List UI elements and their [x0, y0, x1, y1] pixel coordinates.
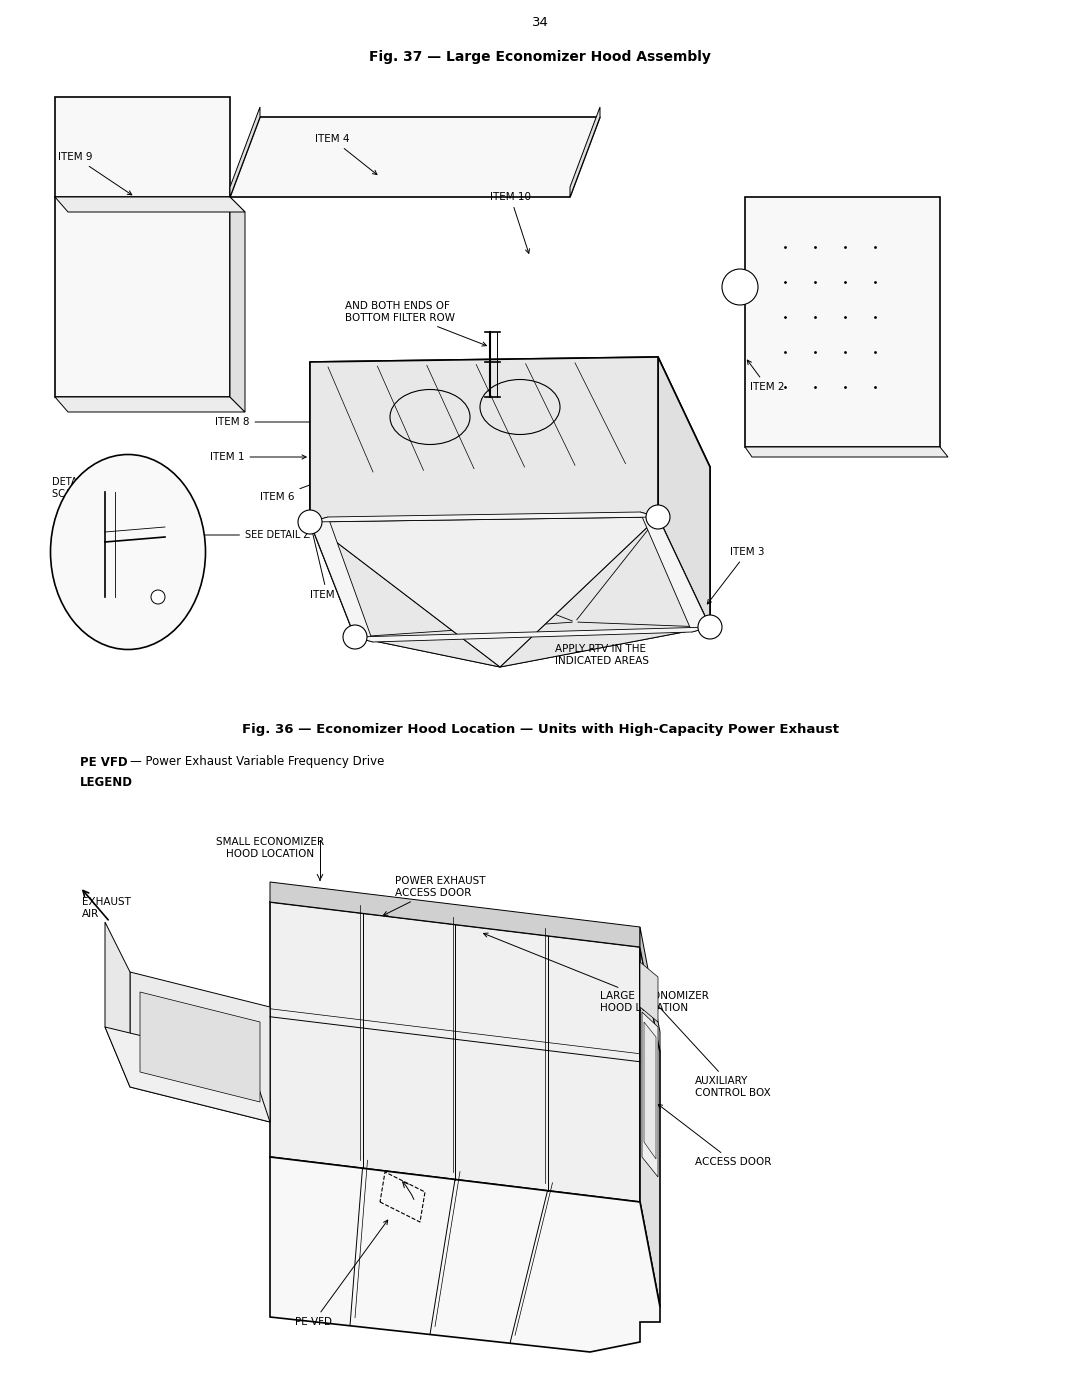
- Polygon shape: [310, 362, 355, 637]
- Polygon shape: [640, 511, 710, 631]
- Polygon shape: [270, 902, 640, 1201]
- Text: ITEM 9: ITEM 9: [58, 152, 132, 194]
- Text: Fig. 36 — Economizer Hood Location — Units with High-Capacity Power Exhaust: Fig. 36 — Economizer Hood Location — Uni…: [242, 722, 838, 735]
- Polygon shape: [644, 1023, 656, 1160]
- Circle shape: [698, 615, 723, 638]
- Text: SEE DETAIL Z: SEE DETAIL Z: [179, 529, 310, 541]
- Polygon shape: [55, 397, 245, 412]
- Text: ITEM 7: ITEM 7: [500, 416, 535, 441]
- Text: ITEM 2: ITEM 2: [747, 360, 784, 393]
- Polygon shape: [745, 197, 940, 447]
- Text: LARGE ECONOMIZER
HOOD LOCATION: LARGE ECONOMIZER HOOD LOCATION: [484, 933, 708, 1013]
- Polygon shape: [570, 108, 600, 197]
- Polygon shape: [642, 1011, 658, 1178]
- Text: ITEM 10: ITEM 10: [490, 191, 531, 253]
- Text: ITEM 8: ITEM 8: [215, 416, 321, 427]
- Circle shape: [646, 504, 670, 529]
- Polygon shape: [355, 627, 710, 666]
- Text: ITEM 6: ITEM 6: [260, 483, 314, 502]
- Polygon shape: [640, 947, 660, 1308]
- Text: ACCESS DOOR: ACCESS DOOR: [658, 1105, 771, 1166]
- Polygon shape: [310, 517, 658, 666]
- Polygon shape: [130, 972, 270, 1122]
- Text: POWER EXHAUST
ACCESS DOOR: POWER EXHAUST ACCESS DOOR: [383, 876, 486, 915]
- Polygon shape: [55, 96, 230, 197]
- Text: LEGEND: LEGEND: [80, 775, 133, 788]
- Polygon shape: [355, 627, 710, 643]
- Polygon shape: [310, 517, 373, 643]
- Polygon shape: [230, 117, 600, 197]
- Polygon shape: [270, 1157, 660, 1352]
- Polygon shape: [55, 197, 230, 397]
- Polygon shape: [105, 1027, 270, 1122]
- Text: AUXILIARY
CONTROL BOX: AUXILIARY CONTROL BOX: [652, 1000, 771, 1098]
- Text: APPLY RTV IN THE
INDICATED AREAS: APPLY RTV IN THE INDICATED AREAS: [555, 644, 649, 665]
- Polygon shape: [140, 992, 260, 1102]
- Polygon shape: [640, 963, 658, 1023]
- Circle shape: [298, 510, 322, 534]
- Text: Fig. 37 — Large Economizer Hood Assembly: Fig. 37 — Large Economizer Hood Assembly: [369, 50, 711, 64]
- Circle shape: [151, 590, 165, 604]
- Polygon shape: [640, 928, 660, 1052]
- Ellipse shape: [51, 454, 205, 650]
- Polygon shape: [310, 511, 658, 522]
- Text: DETAIL Z
SCALE 3:4: DETAIL Z SCALE 3:4: [52, 476, 102, 499]
- Polygon shape: [270, 882, 640, 947]
- Polygon shape: [658, 358, 710, 627]
- Text: AND BOTH ENDS OF
BOTTOM FILTER ROW: AND BOTH ENDS OF BOTTOM FILTER ROW: [345, 302, 486, 346]
- Polygon shape: [55, 197, 245, 212]
- Text: SMALL ECONOMIZER
HOOD LOCATION: SMALL ECONOMIZER HOOD LOCATION: [216, 837, 324, 859]
- Circle shape: [343, 624, 367, 650]
- Text: PE VFD: PE VFD: [80, 756, 127, 768]
- Text: 34: 34: [531, 15, 549, 28]
- Circle shape: [723, 270, 758, 305]
- Polygon shape: [230, 108, 260, 197]
- Polygon shape: [310, 522, 500, 666]
- Text: — Power Exhaust Variable Frequency Drive: — Power Exhaust Variable Frequency Drive: [130, 756, 384, 768]
- Polygon shape: [105, 922, 130, 1087]
- Polygon shape: [355, 467, 710, 637]
- Polygon shape: [500, 517, 710, 666]
- Text: PE VFD: PE VFD: [295, 1220, 388, 1327]
- Polygon shape: [230, 197, 245, 412]
- Text: ITEM 5: ITEM 5: [310, 525, 345, 599]
- Text: ITEM 1: ITEM 1: [210, 453, 306, 462]
- Polygon shape: [310, 358, 710, 476]
- Polygon shape: [310, 358, 658, 522]
- Text: ITEM 4: ITEM 4: [315, 134, 377, 175]
- Polygon shape: [745, 447, 948, 457]
- Text: EXHAUST
AIR: EXHAUST AIR: [82, 897, 131, 919]
- Text: ITEM 3: ITEM 3: [707, 548, 765, 604]
